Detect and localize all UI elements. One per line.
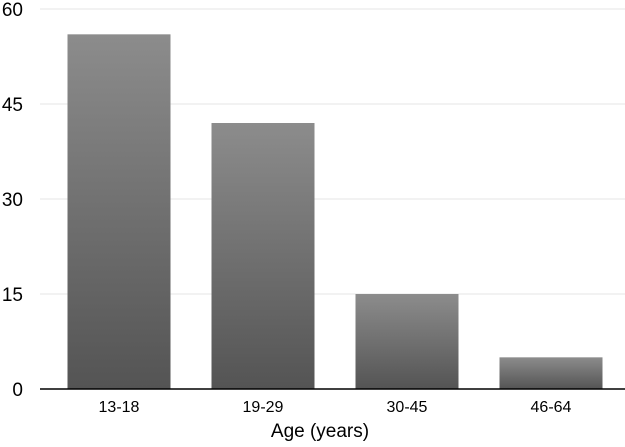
x-axis-title: Age (years) bbox=[271, 421, 369, 442]
y-tick-label: 60 bbox=[2, 0, 23, 21]
y-tick-label: 45 bbox=[2, 95, 23, 116]
bars bbox=[67, 34, 603, 389]
x-tick-label: 30-45 bbox=[387, 399, 428, 416]
bar-46-64 bbox=[499, 357, 603, 389]
x-tick-label: 46-64 bbox=[531, 399, 572, 416]
y-tick-label: 30 bbox=[2, 190, 23, 211]
y-tick-label: 0 bbox=[12, 380, 23, 401]
bar-19-29 bbox=[211, 123, 315, 389]
bar-13-18 bbox=[67, 34, 171, 389]
y-axis-ticks: 0 15 30 45 60 bbox=[2, 0, 23, 401]
y-tick-label: 15 bbox=[2, 285, 23, 306]
x-tick-label: 19-29 bbox=[243, 399, 284, 416]
x-axis-ticks: 13-18 19-29 30-45 46-64 bbox=[99, 399, 572, 416]
bar-30-45 bbox=[355, 294, 459, 389]
x-tick-label: 13-18 bbox=[99, 399, 140, 416]
